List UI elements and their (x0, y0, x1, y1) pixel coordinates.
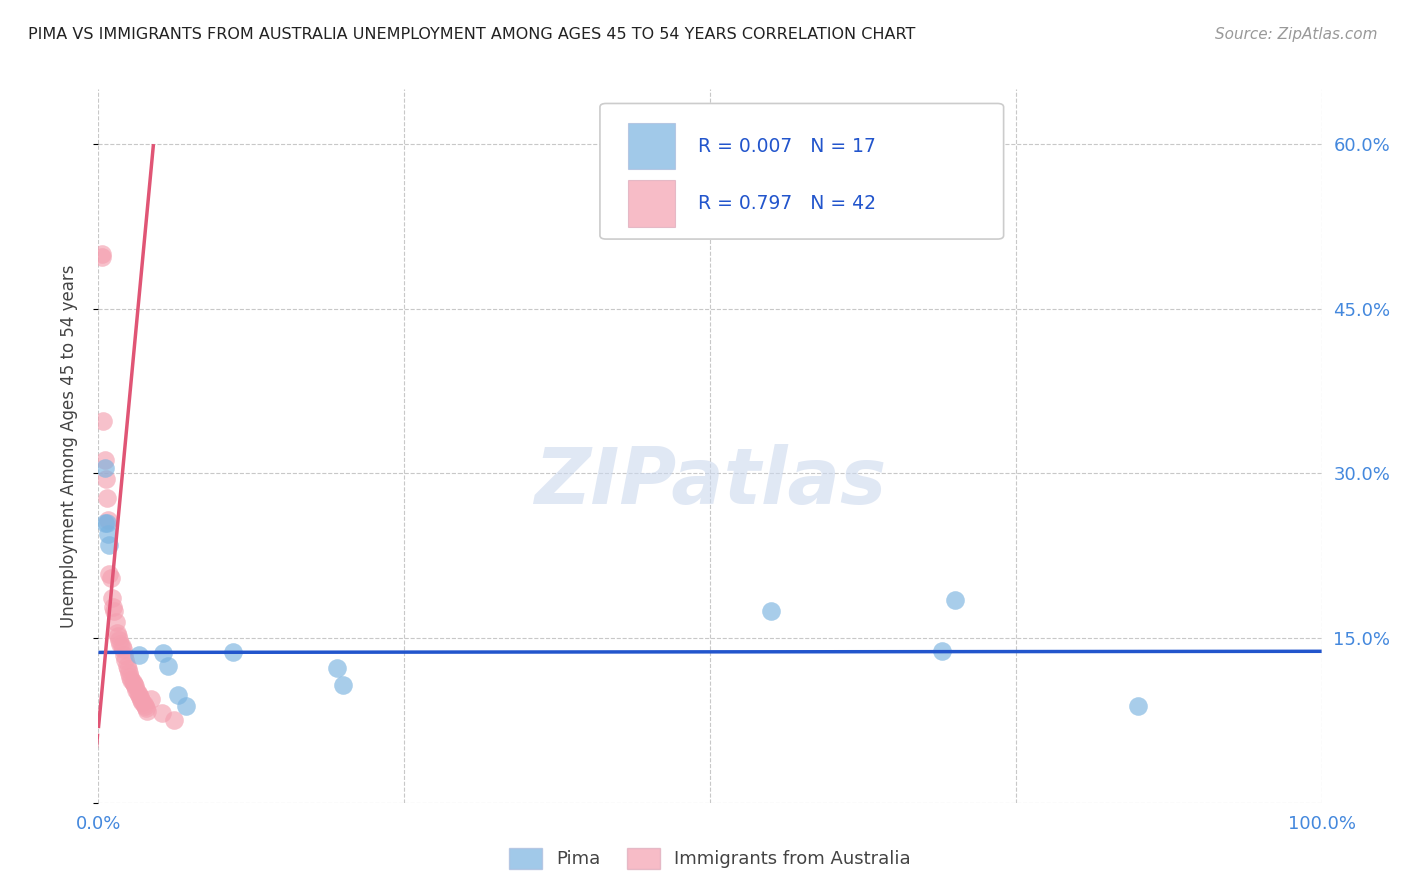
Point (135, 701, 157, 715)
Point (94, 472, 117, 486)
FancyBboxPatch shape (628, 180, 675, 227)
Point (108, 633, 131, 648)
Point (139, 691, 162, 706)
Point (131, 695, 153, 709)
Point (761, 604, 783, 618)
Point (120, 673, 142, 687)
Text: PIMA VS IMMIGRANTS FROM AUSTRALIA UNEMPLOYMENT AMONG AGES 45 TO 54 YEARS CORRELA: PIMA VS IMMIGRANTS FROM AUSTRALIA UNEMPL… (28, 27, 915, 42)
Point (176, 699, 198, 714)
Point (98, 538, 121, 552)
Point (101, 600, 124, 615)
Point (97, 526, 120, 541)
Point (91, 247, 114, 261)
Point (128, 648, 150, 662)
Point (129, 690, 152, 705)
Point (122, 677, 145, 691)
Point (103, 604, 125, 618)
Y-axis label: Unemployment Among Ages 45 to 54 years: Unemployment Among Ages 45 to 54 years (59, 264, 77, 628)
Point (115, 658, 138, 673)
Point (98, 567, 121, 582)
Point (93, 461, 115, 475)
Point (91, 250, 114, 264)
Point (118, 666, 141, 681)
Text: ZIPatlas: ZIPatlas (534, 443, 886, 520)
Point (91, 414, 114, 428)
Point (222, 645, 245, 659)
Point (107, 629, 129, 643)
FancyBboxPatch shape (600, 103, 1004, 239)
Point (110, 637, 132, 651)
Point (931, 644, 953, 658)
Point (326, 661, 349, 675)
Text: R = 0.797   N = 42: R = 0.797 N = 42 (697, 194, 876, 213)
Point (101, 591, 124, 605)
FancyBboxPatch shape (628, 123, 675, 169)
Text: R = 0.007   N = 17: R = 0.007 N = 17 (697, 136, 876, 156)
Point (129, 692, 152, 706)
Point (134, 699, 156, 714)
Point (100, 571, 122, 585)
Point (96, 516, 118, 530)
Point (128, 688, 150, 702)
Point (157, 658, 180, 673)
Point (97, 512, 120, 526)
Legend: Pima, Immigrants from Australia: Pima, Immigrants from Australia (502, 840, 918, 876)
Point (117, 662, 139, 676)
Point (121, 675, 143, 690)
Point (132, 697, 155, 711)
Point (111, 642, 134, 657)
Point (112, 648, 135, 662)
Point (167, 688, 190, 702)
Point (125, 682, 148, 697)
Text: Source: ZipAtlas.com: Source: ZipAtlas.com (1215, 27, 1378, 42)
Point (93, 516, 115, 530)
Point (150, 706, 173, 720)
Point (93, 453, 115, 467)
Point (943, 592, 966, 607)
Point (105, 625, 128, 640)
Point (127, 686, 149, 700)
Point (136, 704, 159, 718)
Point (332, 678, 354, 692)
Point (114, 653, 136, 667)
Point (1128, 699, 1150, 714)
Point (96, 491, 118, 505)
Point (111, 639, 134, 653)
Point (124, 680, 146, 694)
Point (120, 669, 142, 683)
Point (104, 615, 127, 629)
Point (152, 647, 174, 661)
Point (163, 714, 186, 728)
